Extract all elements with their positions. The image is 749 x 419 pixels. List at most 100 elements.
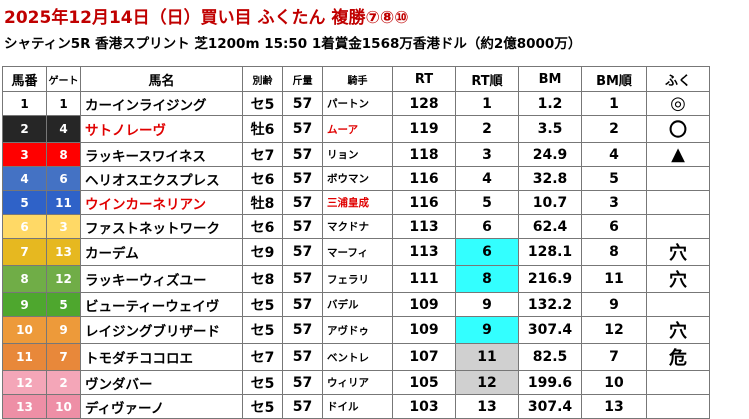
jockey-cell: フェラリ — [322, 265, 393, 293]
weight-cell: 57 — [282, 190, 323, 215]
bm-rank-cell: 4 — [581, 142, 647, 167]
horse-name-cell: サトノレーヴ — [80, 115, 243, 143]
gate-cell: 8 — [46, 142, 81, 167]
rt-rank-cell: 11 — [455, 343, 519, 371]
bm-rank-cell: 11 — [581, 265, 647, 293]
header-bm-rank: BM順 — [581, 66, 647, 92]
horse-name-cell: レイジングブリザード — [80, 316, 243, 344]
header-fuku: ふく — [646, 66, 710, 92]
fuku-mark-cell — [646, 370, 710, 395]
bm-rank-cell: 10 — [581, 370, 647, 395]
table-row: 6 3 ファストネットワーク セ6 57 マクドナ 113 6 62.4 6 — [2, 214, 710, 239]
entry-table: 馬番 ゲート 馬名 別齢 斤量 騎手 RT RT順 BM BM順 ふく 1 1 カー… — [2, 66, 710, 419]
horse-no-cell: 1 — [2, 91, 47, 116]
table-row: 9 5 ビューティーウェイヴ セ5 57 バデル 109 9 132.2 9 — [2, 292, 710, 317]
weight-cell: 57 — [282, 214, 323, 239]
sex-age-cell: セ8 — [242, 265, 283, 293]
bm-rank-cell: 7 — [581, 343, 647, 371]
rt-rank-cell: 6 — [455, 214, 519, 239]
rt-rank-cell: 9 — [455, 292, 519, 317]
fuku-mark-cell — [646, 166, 710, 191]
rt-rank-cell: 3 — [455, 142, 519, 167]
sex-age-cell: セ6 — [242, 166, 283, 191]
horse-no-cell: 3 — [2, 142, 47, 167]
horse-no-cell: 7 — [2, 238, 47, 266]
sex-age-cell: セ5 — [242, 316, 283, 344]
fuku-mark-cell: ◎ — [646, 91, 710, 116]
rt-rank-cell: 2 — [455, 115, 519, 143]
sex-age-cell: 牡6 — [242, 115, 283, 143]
bm-cell: 132.2 — [518, 292, 582, 317]
horse-no-cell: 5 — [2, 190, 47, 215]
horse-name-cell: ラッキーウィズユー — [80, 265, 243, 293]
jockey-cell: マーフィ — [322, 238, 393, 266]
horse-name-cell: ウインカーネリアン — [80, 190, 243, 215]
header-row: 馬番 ゲート 馬名 別齢 斤量 騎手 RT RT順 BM BM順 ふく — [2, 66, 710, 92]
table-row: 1 1 カーインライジング セ5 57 パートン 128 1 1.2 1 ◎ — [2, 91, 710, 116]
rt-cell: 113 — [392, 238, 456, 266]
bm-cell: 1.2 — [518, 91, 582, 116]
race-info: シャティン5R 香港スプリント 芝1200m 15:50 1着賞金1568万香港… — [4, 36, 582, 52]
jockey-cell: アヴドゥ — [322, 316, 393, 344]
gate-cell: 12 — [46, 265, 81, 293]
weight-cell: 57 — [282, 91, 323, 116]
sex-age-cell: 牡8 — [242, 190, 283, 215]
horse-no-cell: 12 — [2, 370, 47, 395]
bm-rank-cell: 6 — [581, 214, 647, 239]
gate-cell: 3 — [46, 214, 81, 239]
header-horse-no: 馬番 — [2, 66, 47, 92]
bm-cell: 199.6 — [518, 370, 582, 395]
fuku-mark-cell: 危 — [646, 343, 710, 371]
bm-rank-cell: 5 — [581, 166, 647, 191]
header-weight: 斤量 — [282, 66, 323, 92]
rt-cell: 119 — [392, 115, 456, 143]
jockey-cell: ウィリア — [322, 370, 393, 395]
fuku-mark-cell: 穴 — [646, 316, 710, 344]
header-sex-age: 別齢 — [242, 66, 283, 92]
rt-rank-cell: 9 — [455, 316, 519, 344]
horse-no-cell: 4 — [2, 166, 47, 191]
rt-cell: 109 — [392, 292, 456, 317]
weight-cell: 57 — [282, 238, 323, 266]
bm-cell: 82.5 — [518, 343, 582, 371]
weight-cell: 57 — [282, 115, 323, 143]
gate-cell: 13 — [46, 238, 81, 266]
rt-rank-cell: 4 — [455, 166, 519, 191]
bm-cell: 307.4 — [518, 316, 582, 344]
table-row: 4 6 ヘリオスエクスプレス セ6 57 ボウマン 116 4 32.8 5 — [2, 166, 710, 191]
bm-rank-cell: 9 — [581, 292, 647, 317]
table-row: 10 9 レイジングブリザード セ5 57 アヴドゥ 109 9 307.4 12 穴 — [2, 316, 710, 344]
weight-cell: 57 — [282, 343, 323, 371]
horse-no-cell: 11 — [2, 343, 47, 371]
bm-rank-cell: 8 — [581, 238, 647, 266]
page-title: 2025年12月14日（日）買い目 ふくたん 複勝⑦⑧⑩ — [4, 8, 409, 28]
rt-rank-cell: 1 — [455, 91, 519, 116]
bm-rank-cell: 2 — [581, 115, 647, 143]
weight-cell: 57 — [282, 265, 323, 293]
header-gate: ゲート — [46, 66, 81, 92]
fuku-mark-cell: 穴 — [646, 265, 710, 293]
horse-no-cell: 9 — [2, 292, 47, 317]
rt-cell: 128 — [392, 91, 456, 116]
sex-age-cell: セ5 — [242, 91, 283, 116]
horse-name-cell: ファストネットワーク — [80, 214, 243, 239]
weight-cell: 57 — [282, 292, 323, 317]
table-row: 5 11 ウインカーネリアン 牡8 57 三浦皇成 116 5 10.7 3 — [2, 190, 710, 215]
table-row: 8 12 ラッキーウィズユー セ8 57 フェラリ 111 8 216.9 11 穴 — [2, 265, 710, 293]
horse-no-cell: 10 — [2, 316, 47, 344]
header-horse-name: 馬名 — [80, 66, 243, 92]
sex-age-cell: セ7 — [242, 343, 283, 371]
gate-cell: 6 — [46, 166, 81, 191]
rt-rank-cell: 6 — [455, 238, 519, 266]
jockey-cell: マクドナ — [322, 214, 393, 239]
fuku-mark-cell: 〇 — [646, 115, 710, 143]
sex-age-cell: セ6 — [242, 214, 283, 239]
sex-age-cell: セ5 — [242, 370, 283, 395]
bm-cell: 3.5 — [518, 115, 582, 143]
bm-cell: 128.1 — [518, 238, 582, 266]
table-row: 7 13 カーデム セ9 57 マーフィ 113 6 128.1 8 穴 — [2, 238, 710, 266]
table-row: 12 2 ヴンダバー セ5 57 ウィリア 105 12 199.6 10 — [2, 370, 710, 395]
rt-cell: 116 — [392, 166, 456, 191]
weight-cell: 57 — [282, 316, 323, 344]
rt-cell: 107 — [392, 343, 456, 371]
